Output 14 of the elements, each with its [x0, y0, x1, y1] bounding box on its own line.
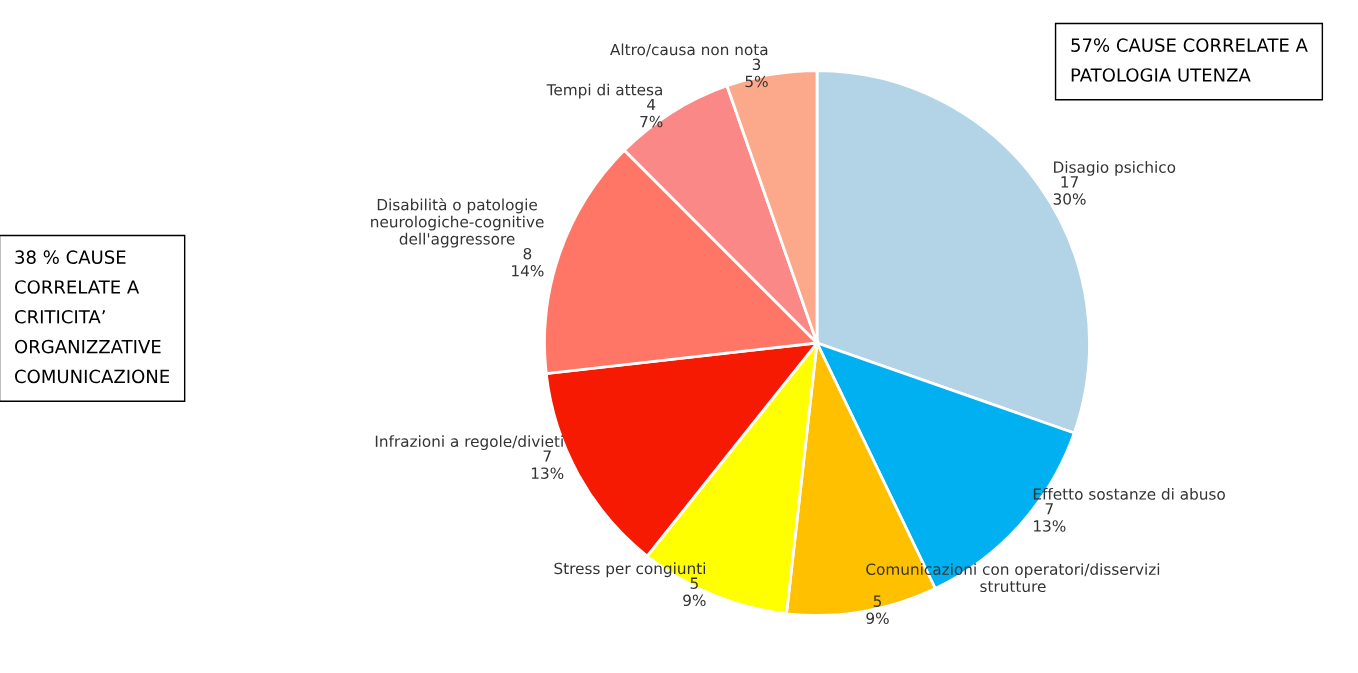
slice-label: Disabilità o patologie neurologiche-cognitive dell'aggressore: [371, 197, 544, 248]
slice-label: Infrazioni a regole/divieti: [375, 435, 563, 451]
data-label: 3 5%: [745, 58, 768, 88]
data-label: 8 14%: [512, 247, 544, 277]
data-label: 4 7%: [640, 98, 663, 128]
data-label: 7 13%: [1034, 503, 1066, 532]
data-label: 7 13%: [531, 450, 564, 479]
slice-label: Tempi di attesa: [546, 83, 662, 99]
slice-label: Altro/causa non nota: [610, 43, 768, 57]
slice-label: Disagio psichico: [1054, 161, 1176, 176]
data-label: 17 30%: [1053, 176, 1086, 205]
text: 38 % CAUSE CORRELATE A CRITICITA’ ORGANIZZATIVE COMUNICAZIONE: [15, 250, 170, 384]
data-label: 5 9%: [866, 595, 889, 624]
text: 57% CAUSE CORRELATE A PATOLOGIA UTENZA: [1071, 38, 1308, 82]
